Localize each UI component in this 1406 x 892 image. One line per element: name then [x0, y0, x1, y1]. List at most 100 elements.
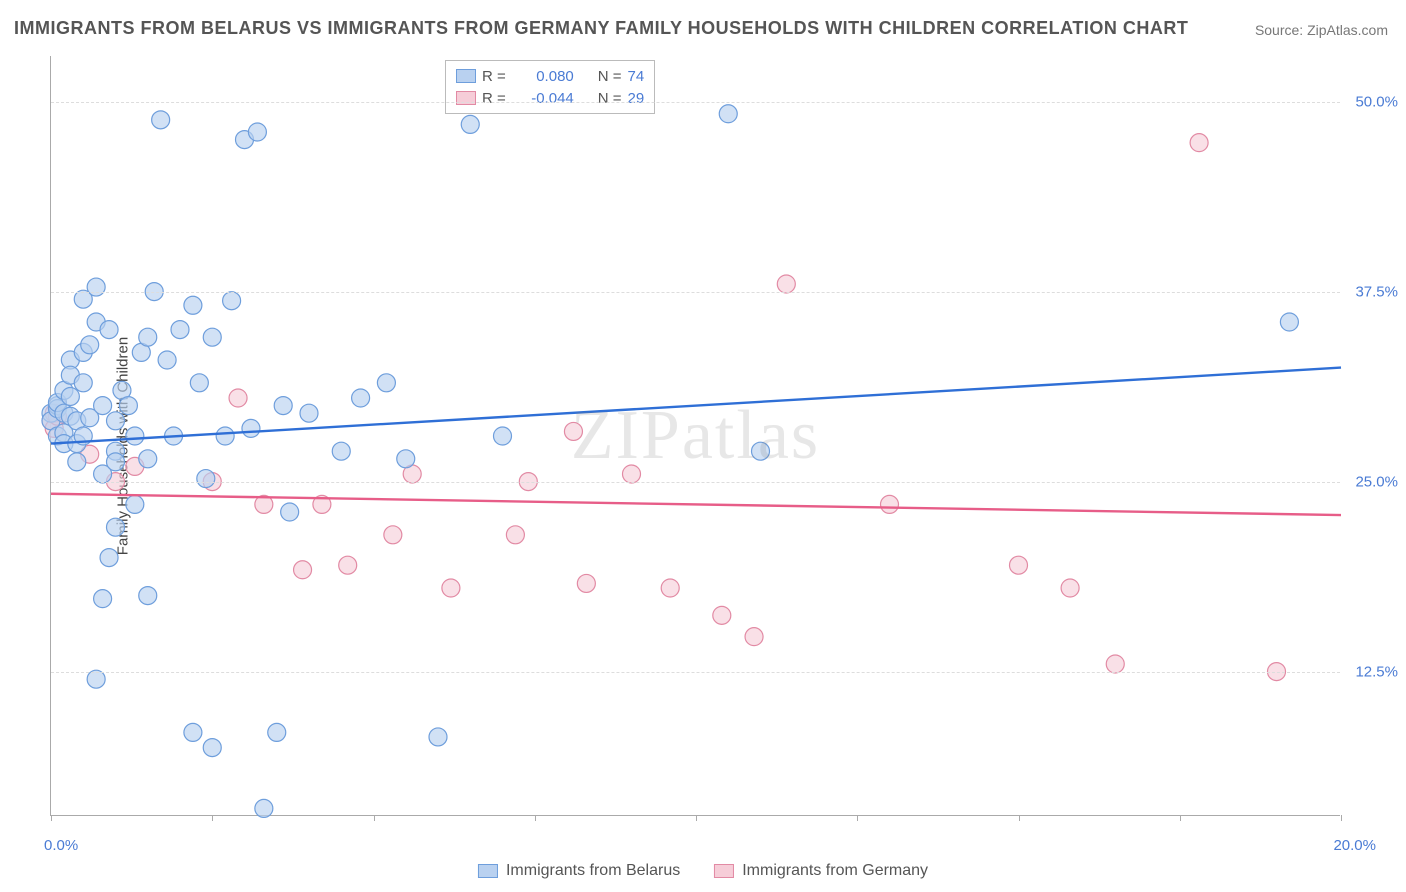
- data-point: [107, 412, 125, 430]
- data-point: [248, 123, 266, 141]
- x-tick: [374, 815, 375, 821]
- x-tick: [212, 815, 213, 821]
- germany-series-label: Immigrants from Germany: [742, 862, 928, 880]
- trend-line: [51, 368, 1341, 444]
- data-point: [752, 442, 770, 460]
- data-point: [274, 397, 292, 415]
- data-point: [94, 397, 112, 415]
- germany-n-value: 29: [628, 90, 645, 107]
- germany-swatch-icon: [456, 91, 476, 105]
- belarus-n-value: 74: [628, 68, 645, 85]
- source-attribution: Source: ZipAtlas.com: [1255, 22, 1388, 38]
- n-label: N =: [598, 90, 622, 107]
- data-point: [1190, 134, 1208, 152]
- data-point: [429, 728, 447, 746]
- data-point: [158, 351, 176, 369]
- data-point: [1280, 313, 1298, 331]
- legend-item-germany: Immigrants from Germany: [714, 862, 928, 880]
- x-min-label: 0.0%: [44, 837, 78, 854]
- gridline: [51, 102, 1340, 103]
- data-point: [281, 503, 299, 521]
- data-point: [139, 328, 157, 346]
- legend-item-belarus: Immigrants from Belarus: [478, 862, 680, 880]
- data-point: [623, 465, 641, 483]
- data-point: [1061, 579, 1079, 597]
- data-point: [661, 579, 679, 597]
- data-point: [268, 723, 286, 741]
- x-tick: [535, 815, 536, 821]
- data-point: [442, 579, 460, 597]
- data-point: [577, 574, 595, 592]
- gridline: [51, 672, 1340, 673]
- data-point: [564, 422, 582, 440]
- data-point: [171, 321, 189, 339]
- data-point: [87, 670, 105, 688]
- data-point: [197, 470, 215, 488]
- data-point: [384, 526, 402, 544]
- x-tick: [1180, 815, 1181, 821]
- data-point: [713, 606, 731, 624]
- trend-line: [51, 494, 1341, 515]
- data-point: [190, 374, 208, 392]
- data-point: [294, 561, 312, 579]
- r-label: R =: [482, 90, 506, 107]
- data-point: [719, 105, 737, 123]
- series-legend: Immigrants from Belarus Immigrants from …: [478, 862, 928, 880]
- data-point: [1106, 655, 1124, 673]
- data-point: [107, 518, 125, 536]
- data-point: [61, 387, 79, 405]
- y-tick-label: 25.0%: [1355, 473, 1398, 490]
- x-tick: [51, 815, 52, 821]
- data-point: [881, 495, 899, 513]
- y-tick-label: 50.0%: [1355, 93, 1398, 110]
- r-label: R =: [482, 68, 506, 85]
- data-point: [1010, 556, 1028, 574]
- data-point: [506, 526, 524, 544]
- correlation-legend-box: R = 0.080 N = 74 R = -0.044 N = 29: [445, 60, 655, 114]
- data-point: [139, 450, 157, 468]
- y-tick-label: 37.5%: [1355, 283, 1398, 300]
- x-tick: [1019, 815, 1020, 821]
- legend-row-germany: R = -0.044 N = 29: [456, 87, 644, 109]
- data-point: [119, 397, 137, 415]
- data-point: [229, 389, 247, 407]
- x-tick: [1341, 815, 1342, 821]
- data-point: [300, 404, 318, 422]
- belarus-series-label: Immigrants from Belarus: [506, 862, 680, 880]
- data-point: [87, 278, 105, 296]
- data-point: [777, 275, 795, 293]
- germany-r-value: -0.044: [512, 90, 574, 107]
- chart-svg: [51, 56, 1340, 815]
- data-point: [81, 336, 99, 354]
- data-point: [223, 292, 241, 310]
- data-point: [184, 723, 202, 741]
- data-point: [139, 587, 157, 605]
- plot-area: R = 0.080 N = 74 R = -0.044 N = 29 ZIPat…: [50, 56, 1340, 816]
- data-point: [216, 427, 234, 445]
- data-point: [332, 442, 350, 460]
- data-point: [339, 556, 357, 574]
- data-point: [126, 495, 144, 513]
- data-point: [745, 628, 763, 646]
- gridline: [51, 482, 1340, 483]
- data-point: [255, 799, 273, 817]
- belarus-r-value: 0.080: [512, 68, 574, 85]
- gridline: [51, 292, 1340, 293]
- x-tick: [696, 815, 697, 821]
- data-point: [107, 453, 125, 471]
- data-point: [100, 321, 118, 339]
- x-tick: [857, 815, 858, 821]
- data-point: [494, 427, 512, 445]
- belarus-swatch-icon: [478, 864, 498, 878]
- data-point: [377, 374, 395, 392]
- data-point: [74, 374, 92, 392]
- data-point: [242, 419, 260, 437]
- data-point: [397, 450, 415, 468]
- data-point: [68, 453, 86, 471]
- n-label: N =: [598, 68, 622, 85]
- data-point: [126, 427, 144, 445]
- data-point: [152, 111, 170, 129]
- belarus-swatch-icon: [456, 69, 476, 83]
- data-point: [184, 296, 202, 314]
- data-point: [94, 590, 112, 608]
